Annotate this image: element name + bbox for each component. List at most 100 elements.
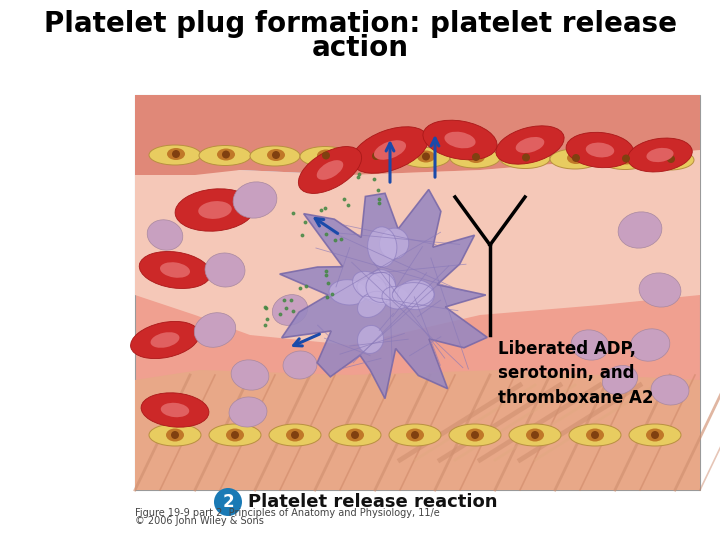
Ellipse shape [353, 271, 387, 300]
Ellipse shape [231, 360, 269, 390]
Ellipse shape [166, 429, 184, 442]
Circle shape [651, 431, 659, 439]
Ellipse shape [175, 189, 255, 231]
Text: 2: 2 [222, 493, 234, 511]
Circle shape [172, 150, 180, 158]
Ellipse shape [417, 151, 435, 163]
Ellipse shape [283, 351, 317, 379]
Circle shape [222, 151, 230, 159]
Ellipse shape [205, 253, 245, 287]
Ellipse shape [397, 280, 434, 309]
Ellipse shape [300, 146, 350, 166]
Ellipse shape [139, 252, 211, 288]
Text: Platelet release reaction: Platelet release reaction [248, 493, 498, 511]
Circle shape [322, 152, 330, 159]
Ellipse shape [400, 147, 450, 167]
Ellipse shape [586, 429, 604, 442]
Circle shape [472, 153, 480, 161]
Ellipse shape [233, 182, 277, 218]
Circle shape [291, 431, 299, 439]
Ellipse shape [496, 126, 564, 164]
Ellipse shape [272, 295, 307, 326]
Ellipse shape [357, 279, 395, 305]
Ellipse shape [382, 287, 410, 309]
Ellipse shape [586, 143, 614, 158]
Ellipse shape [628, 138, 692, 172]
Circle shape [214, 488, 242, 516]
Ellipse shape [149, 424, 201, 446]
Ellipse shape [467, 151, 485, 163]
Ellipse shape [199, 145, 251, 165]
Ellipse shape [267, 149, 285, 161]
Circle shape [622, 154, 630, 163]
Ellipse shape [366, 272, 396, 302]
Ellipse shape [217, 148, 235, 160]
Ellipse shape [550, 149, 600, 169]
Ellipse shape [317, 160, 343, 180]
Text: Liberated ADP,
serotonin, and
thromboxane A2: Liberated ADP, serotonin, and thromboxan… [498, 340, 654, 407]
Polygon shape [135, 95, 365, 215]
Ellipse shape [147, 220, 183, 250]
Ellipse shape [350, 147, 400, 167]
Ellipse shape [209, 424, 261, 446]
Ellipse shape [130, 321, 199, 359]
Ellipse shape [406, 429, 424, 442]
Polygon shape [135, 95, 700, 185]
Circle shape [171, 431, 179, 439]
Ellipse shape [329, 424, 381, 446]
Ellipse shape [352, 127, 428, 173]
Ellipse shape [662, 153, 680, 165]
Ellipse shape [449, 424, 501, 446]
Ellipse shape [298, 146, 361, 193]
Ellipse shape [651, 375, 689, 405]
Ellipse shape [149, 145, 201, 165]
Ellipse shape [358, 326, 384, 354]
Ellipse shape [194, 313, 235, 347]
Circle shape [372, 152, 380, 160]
Ellipse shape [509, 424, 561, 446]
Ellipse shape [389, 424, 441, 446]
Ellipse shape [229, 397, 267, 427]
Circle shape [422, 152, 430, 160]
Circle shape [522, 153, 530, 161]
Ellipse shape [250, 146, 300, 166]
Ellipse shape [566, 132, 634, 168]
Ellipse shape [618, 212, 662, 248]
Ellipse shape [423, 120, 497, 160]
Ellipse shape [646, 429, 664, 442]
Bar [135, 95, 700, 490]
Ellipse shape [198, 201, 232, 219]
Circle shape [531, 431, 539, 439]
Ellipse shape [500, 148, 550, 168]
Ellipse shape [286, 429, 304, 442]
Circle shape [572, 154, 580, 162]
Ellipse shape [368, 269, 395, 299]
Ellipse shape [329, 280, 368, 305]
Circle shape [591, 431, 599, 439]
Ellipse shape [629, 424, 681, 446]
Ellipse shape [630, 329, 670, 361]
Polygon shape [279, 190, 487, 399]
Ellipse shape [161, 403, 189, 417]
Ellipse shape [571, 330, 609, 360]
Ellipse shape [346, 429, 364, 442]
Ellipse shape [374, 140, 406, 160]
Ellipse shape [444, 132, 476, 148]
Ellipse shape [368, 227, 397, 267]
Polygon shape [135, 370, 700, 490]
Ellipse shape [450, 148, 500, 168]
Ellipse shape [639, 273, 681, 307]
Ellipse shape [646, 150, 694, 170]
Circle shape [667, 155, 675, 163]
Ellipse shape [617, 152, 635, 165]
Ellipse shape [367, 150, 385, 162]
Ellipse shape [517, 152, 535, 164]
Circle shape [351, 431, 359, 439]
Ellipse shape [379, 228, 409, 259]
Text: action: action [312, 34, 408, 62]
Ellipse shape [647, 148, 673, 162]
Circle shape [231, 431, 239, 439]
Ellipse shape [392, 282, 434, 307]
Ellipse shape [141, 393, 209, 427]
Polygon shape [135, 150, 700, 345]
